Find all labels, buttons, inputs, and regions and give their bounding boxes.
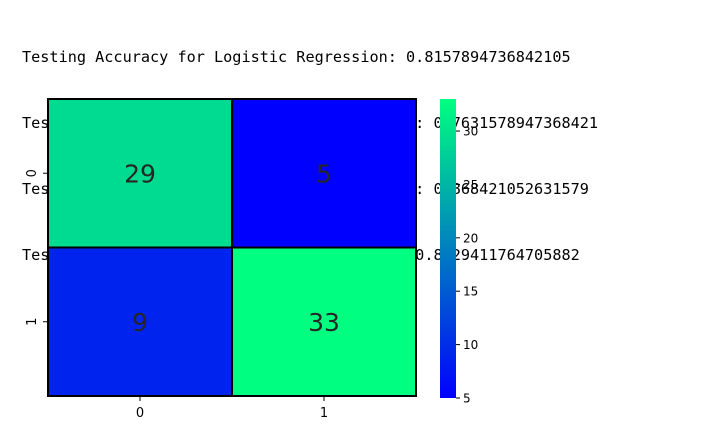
cell-value-label: 5 xyxy=(316,159,332,188)
cell-value-label: 29 xyxy=(124,159,156,188)
cell-value-label: 33 xyxy=(308,308,340,337)
cell-value-label: 9 xyxy=(132,308,148,337)
colorbar-tick-label: 20 xyxy=(463,231,478,245)
colorbar-tick-label: 25 xyxy=(463,178,478,192)
heatmap-cell xyxy=(231,98,417,249)
heatmap-cell xyxy=(47,246,233,397)
colorbar-tick-label: 5 xyxy=(463,392,471,406)
colorbar-tick-label: 30 xyxy=(463,125,478,139)
y-tick-label: 0 xyxy=(25,169,40,177)
heatmap-cell xyxy=(47,98,233,249)
colorbar xyxy=(440,99,456,398)
colorbar-tick-label: 10 xyxy=(463,338,478,352)
colorbar-tick-label: 15 xyxy=(463,285,478,299)
y-tick-label: 1 xyxy=(25,318,40,326)
heatmap-cell xyxy=(231,246,417,397)
accuracy-line: Testing Accuracy for Logistic Regression… xyxy=(22,48,571,66)
x-tick-label: 1 xyxy=(320,406,328,421)
x-tick-label: 0 xyxy=(136,406,144,421)
